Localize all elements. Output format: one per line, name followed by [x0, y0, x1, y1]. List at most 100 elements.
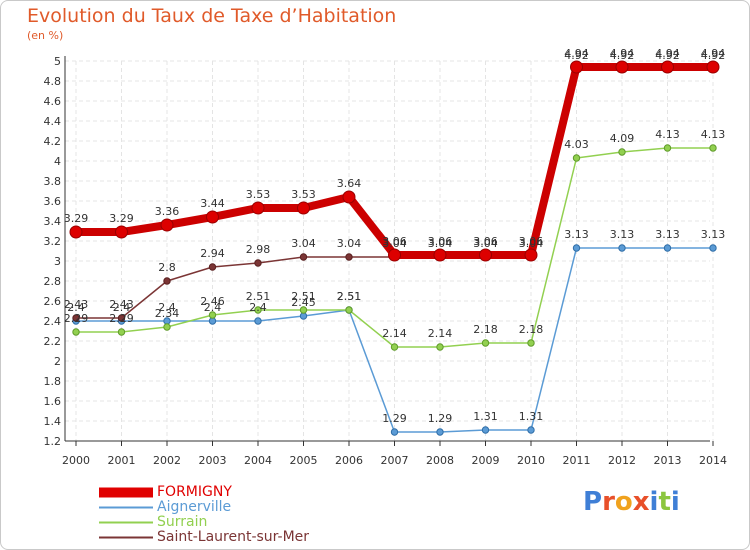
x-tick-label: 2005	[290, 454, 318, 467]
data-point[interactable]	[208, 311, 217, 319]
data-point[interactable]	[345, 253, 353, 261]
data-point[interactable]	[615, 60, 629, 74]
data-point[interactable]	[299, 253, 308, 261]
data-label: 4.13	[655, 128, 680, 141]
data-point[interactable]	[479, 248, 492, 262]
data-label: 4.92	[655, 49, 680, 62]
data-label: 3.04	[382, 237, 407, 250]
chart-subtitle: (en %)	[27, 29, 64, 42]
data-point[interactable]	[388, 248, 401, 262]
data-label: 3.06	[473, 235, 498, 248]
proxiti-logo: Proxiti	[583, 487, 680, 517]
data-label: 2.4	[158, 301, 176, 314]
data-point[interactable]	[390, 428, 399, 436]
data-point[interactable]	[436, 428, 444, 436]
y-tick-label: 4.6	[44, 95, 62, 108]
data-label: 2.34	[155, 307, 180, 320]
data-point[interactable]	[117, 328, 126, 336]
data-point[interactable]	[163, 277, 171, 285]
data-point[interactable]	[251, 201, 265, 215]
data-label: 2.18	[519, 323, 544, 336]
data-label: 3.04	[337, 237, 362, 250]
data-point[interactable]	[663, 244, 672, 252]
data-point[interactable]	[481, 339, 490, 347]
data-label: 2.94	[200, 247, 225, 260]
data-label: 3.06	[519, 235, 544, 248]
x-tick-label: 2014	[699, 454, 727, 467]
data-point[interactable]	[433, 248, 447, 262]
x-tick-label: 2009	[472, 454, 500, 467]
data-point[interactable]	[115, 225, 128, 239]
data-label: 1.31	[519, 410, 544, 423]
legend-item-aignerville[interactable]: Aignerville	[99, 500, 309, 515]
data-point[interactable]	[160, 218, 174, 232]
data-point[interactable]	[254, 317, 262, 325]
data-point[interactable]	[299, 312, 308, 320]
data-point[interactable]	[481, 426, 490, 434]
data-point[interactable]	[299, 306, 308, 314]
y-tick-label: 5	[54, 55, 61, 68]
data-label: 1.31	[473, 410, 498, 423]
axes: 1.2 1.4 1.6 1.8 2 2.2 2.4 2.6 2.8 3 3.2 3.4 3.6 3.8 4 4…	[44, 55, 728, 467]
data-point[interactable]	[254, 306, 262, 314]
legend: FORMIGNY Aignerville Surrain Saint-Laure…	[99, 485, 309, 545]
data-point[interactable]	[117, 314, 126, 322]
y-tick-label: 2.6	[44, 295, 62, 308]
data-point[interactable]	[72, 314, 80, 322]
data-label: 3.53	[246, 188, 271, 201]
data-point[interactable]	[297, 201, 310, 215]
data-point[interactable]	[254, 259, 262, 267]
data-label: 4.94	[701, 47, 726, 60]
data-label: 1.29	[382, 412, 407, 425]
data-point[interactable]	[618, 148, 626, 156]
data-point[interactable]	[706, 60, 720, 74]
y-tick-label: 2.4	[44, 315, 62, 328]
y-tick-label: 2.8	[44, 275, 62, 288]
data-point[interactable]	[72, 328, 80, 336]
y-tick-label: 4.2	[44, 135, 62, 148]
data-label: 3.04	[291, 237, 316, 250]
data-point[interactable]	[206, 210, 219, 224]
x-tick-label: 2011	[563, 454, 591, 467]
legend-swatch	[99, 521, 153, 524]
data-label: 3.06	[382, 235, 407, 248]
data-point[interactable]	[345, 306, 353, 314]
legend-item-surrain[interactable]: Surrain	[99, 515, 309, 530]
y-tick-label: 2	[54, 355, 61, 368]
data-point[interactable]	[709, 244, 717, 252]
data-label: 2.29	[109, 312, 134, 325]
x-tick-label: 2001	[108, 454, 136, 467]
data-label: 2.29	[64, 312, 89, 325]
y-tick-label: 1.2	[44, 435, 62, 448]
data-point[interactable]	[436, 343, 444, 351]
data-point[interactable]	[618, 244, 626, 252]
data-point[interactable]	[208, 317, 217, 325]
data-label: 4.03	[564, 138, 589, 151]
data-point[interactable]	[527, 339, 535, 347]
data-point[interactable]	[661, 60, 674, 74]
data-point[interactable]	[342, 190, 356, 204]
legend-label: Saint-Laurent-sur-Mer	[157, 529, 310, 545]
data-label: 4.94	[655, 47, 680, 60]
data-label: 2.43	[64, 298, 89, 311]
data-point[interactable]	[69, 225, 83, 239]
legend-item-formigny[interactable]: FORMIGNY	[99, 485, 309, 500]
data-point[interactable]	[163, 323, 171, 331]
data-label: 2.14	[382, 327, 407, 340]
data-point[interactable]	[572, 244, 581, 252]
data-point[interactable]	[709, 144, 717, 152]
data-label: 3.04	[428, 237, 453, 250]
data-point[interactable]	[524, 248, 538, 262]
data-point[interactable]	[208, 263, 217, 271]
data-label: 3.36	[155, 205, 180, 218]
data-point[interactable]	[572, 154, 581, 162]
data-label: 2.4	[67, 301, 85, 314]
data-point[interactable]	[570, 60, 583, 74]
data-point[interactable]	[663, 144, 672, 152]
y-tick-label: 3.4	[44, 215, 62, 228]
logo-letter: o	[614, 487, 633, 517]
legend-item-saint-laurent-sur-mer[interactable]: Saint-Laurent-sur-Mer	[99, 530, 309, 545]
data-point[interactable]	[527, 426, 535, 434]
data-point[interactable]	[390, 343, 399, 351]
